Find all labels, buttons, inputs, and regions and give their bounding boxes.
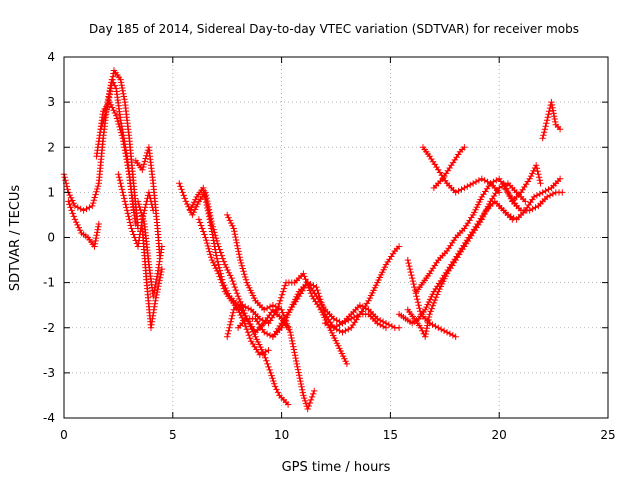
x-tick-labels: 0 5 10 15 20 25 [60, 428, 615, 442]
series-markers [404, 180, 529, 340]
series-track-26 [539, 98, 564, 142]
series-line [422, 146, 501, 194]
series-track-15 [269, 279, 403, 340]
series-line [324, 245, 400, 334]
series-track-16 [321, 243, 403, 336]
series-track-7 [134, 198, 166, 300]
series-track-5 [115, 171, 157, 250]
series-markers [269, 279, 403, 340]
series-track-25 [509, 162, 544, 205]
series-track-6 [132, 144, 163, 259]
series-line [415, 178, 518, 293]
y-tick-label: 2 [47, 140, 55, 154]
series-markers [539, 98, 564, 142]
series-track-20 [404, 256, 459, 340]
x-tick-label: 20 [492, 428, 507, 442]
series-line [272, 281, 400, 338]
series-track-21 [419, 144, 503, 196]
y-tick-label: 0 [47, 231, 55, 245]
series-track-12 [224, 211, 318, 413]
y-tick-label: 3 [47, 95, 55, 109]
y-tick-labels: -4 -3 -2 -1 0 1 2 3 4 [43, 50, 55, 425]
series-track-8 [139, 225, 166, 331]
series-markers [139, 225, 166, 331]
x-tick-label: 15 [383, 428, 398, 442]
x-tick-label: 10 [274, 428, 289, 442]
series-markers [404, 256, 459, 340]
series-markers [496, 175, 564, 223]
x-tick-label: 0 [60, 428, 68, 442]
series-track-22 [430, 144, 468, 192]
series-track-4 [97, 67, 142, 232]
series-line [178, 182, 289, 334]
y-axis-label: SDTVAR / TECUs [8, 185, 23, 292]
chart-title: Day 185 of 2014, Sidereal Day-to-day VTE… [89, 22, 579, 36]
axis-ticks [63, 56, 609, 419]
series-markers [65, 198, 102, 250]
series-line [498, 178, 561, 221]
series-track-19 [413, 175, 520, 295]
data-series [60, 67, 566, 413]
series-markers [224, 211, 318, 413]
x-tick-label: 25 [600, 428, 615, 442]
series-line [502, 182, 564, 212]
series-track-24 [500, 180, 566, 214]
series-markers [430, 144, 468, 192]
y-tick-label: -3 [43, 366, 55, 380]
y-tick-label: -1 [43, 276, 55, 290]
y-tick-label: 4 [47, 50, 55, 64]
series-track-23 [496, 175, 564, 223]
x-tick-label: 5 [169, 428, 177, 442]
series-markers [134, 198, 166, 300]
series-line [406, 182, 527, 338]
y-tick-label: -2 [43, 321, 55, 335]
series-markers [132, 144, 163, 259]
series-markers [321, 243, 403, 336]
series-markers [500, 180, 566, 214]
series-track-2 [65, 198, 102, 250]
x-axis-label: GPS time / hours [282, 460, 391, 475]
y-tick-label: 1 [47, 185, 55, 199]
series-markers [413, 175, 520, 295]
series-markers [419, 144, 503, 196]
series-track-11 [195, 216, 272, 358]
series-markers [115, 171, 157, 250]
y-tick-label: -4 [43, 411, 55, 425]
series-markers [195, 216, 272, 358]
series-markers [509, 162, 544, 205]
